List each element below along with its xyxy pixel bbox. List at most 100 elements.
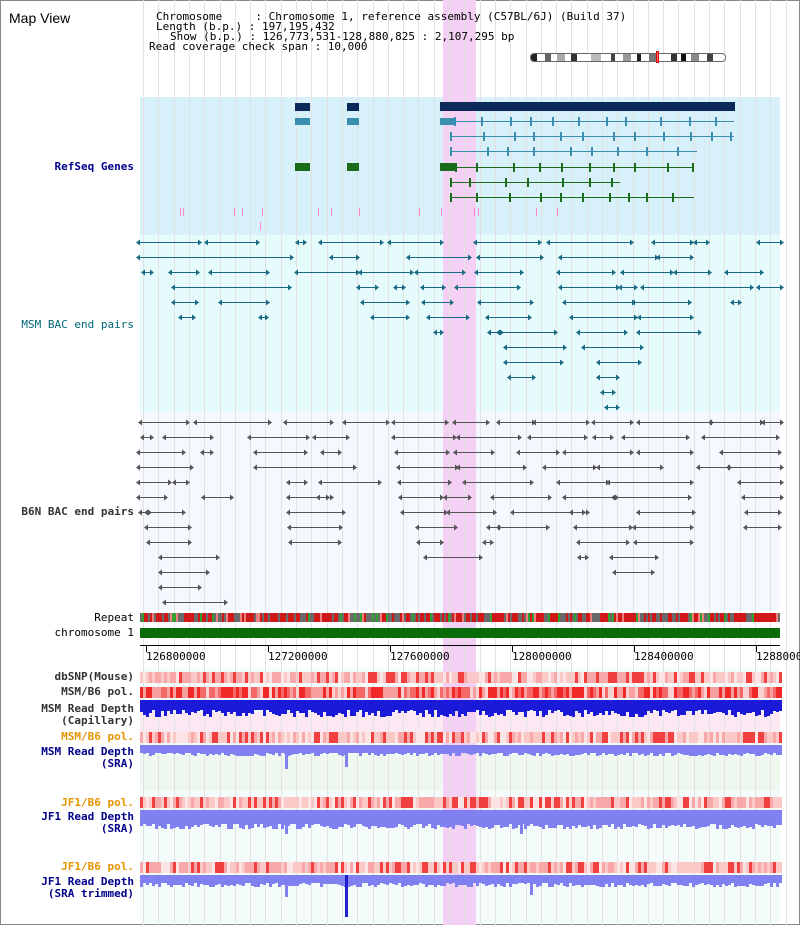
msm-bac-pair-end[interactable] xyxy=(440,239,444,246)
msm-bac-pair-end[interactable] xyxy=(450,299,454,306)
msm-bac-pair-end[interactable] xyxy=(440,329,444,336)
b6n-bac-pair-end[interactable] xyxy=(462,479,466,486)
msm-bac-pair-end[interactable] xyxy=(693,239,697,246)
b6n-bac-pair-end[interactable] xyxy=(569,509,573,516)
exon-mark[interactable] xyxy=(730,132,732,141)
exon-mark[interactable] xyxy=(689,117,691,126)
b6n-bac-pair-end[interactable] xyxy=(708,419,712,426)
msm-bac-pair-end[interactable] xyxy=(656,254,660,261)
msm-bac-pair-end[interactable] xyxy=(192,314,196,321)
msm-bac-pair-end[interactable] xyxy=(630,239,634,246)
msm-bac-pair-end[interactable] xyxy=(724,269,728,276)
msm-bac-pair-end[interactable] xyxy=(620,269,624,276)
b6n-bac-pair-end[interactable] xyxy=(200,449,204,456)
msm-bac-pair-end[interactable] xyxy=(329,254,333,261)
msm-bac-pair-end[interactable] xyxy=(421,299,425,306)
exon-mark[interactable] xyxy=(560,193,562,202)
b6n-bac-pair-end[interactable] xyxy=(188,524,192,531)
b6n-bac-pair-end[interactable] xyxy=(182,449,186,456)
exon-mark[interactable] xyxy=(540,193,542,202)
exon-mark[interactable] xyxy=(646,147,648,156)
b6n-bac-pair-end[interactable] xyxy=(719,449,723,456)
chromosome-bar[interactable] xyxy=(140,628,780,638)
exon-mark[interactable] xyxy=(560,132,562,141)
msm-bac-pair-end[interactable] xyxy=(562,299,566,306)
b6n-bac-pair-end[interactable] xyxy=(493,509,497,516)
msm-bac-pair-end[interactable] xyxy=(640,284,644,291)
b6n-bac-pair-end[interactable] xyxy=(446,449,450,456)
b6n-bac-pair-end[interactable] xyxy=(629,524,633,531)
chromosome-ideogram[interactable] xyxy=(530,53,726,62)
b6n-bac-pair-end[interactable] xyxy=(690,539,694,546)
msm-bac-pair-end[interactable] xyxy=(406,314,410,321)
msm-bac-pair-end[interactable] xyxy=(171,299,175,306)
msm-bac-pair-end[interactable] xyxy=(168,269,172,276)
gene-feature[interactable] xyxy=(295,163,310,171)
msm-bac-pair-end[interactable] xyxy=(406,299,410,306)
exon-mark[interactable] xyxy=(589,163,591,172)
b6n-bac-pair-end[interactable] xyxy=(210,434,214,441)
b6n-bac-pair-end[interactable] xyxy=(610,434,614,441)
b6n-bac-pair-end[interactable] xyxy=(636,509,640,516)
msm-bac-pair-end[interactable] xyxy=(356,254,360,261)
exon-mark[interactable] xyxy=(513,163,515,172)
b6n-bac-pair-end[interactable] xyxy=(198,584,202,591)
msm-bac-pair-end[interactable] xyxy=(218,299,222,306)
exon-mark[interactable] xyxy=(450,193,452,202)
b6n-bac-pair-end[interactable] xyxy=(391,434,395,441)
b6n-bac-pair-end[interactable] xyxy=(136,464,140,471)
msm-bac-pair-end[interactable] xyxy=(370,314,374,321)
b6n-bac-pair-end[interactable] xyxy=(186,479,190,486)
msm-bac-pair-end[interactable] xyxy=(171,284,175,291)
msm-bac-pair-end[interactable] xyxy=(420,284,424,291)
b6n-bac-pair-end[interactable] xyxy=(316,494,320,501)
b6n-bac-pair-end[interactable] xyxy=(562,449,566,456)
b6n-bac-pair-end[interactable] xyxy=(136,494,140,501)
b6n-bac-pair-end[interactable] xyxy=(761,419,765,426)
msm-bac-pair-end[interactable] xyxy=(540,254,544,261)
msm-bac-pair-end[interactable] xyxy=(760,269,764,276)
b6n-bac-pair-end[interactable] xyxy=(490,494,494,501)
gene-feature[interactable] xyxy=(440,118,454,125)
msm-bac-pair-end[interactable] xyxy=(178,314,182,321)
b6n-bac-pair-end[interactable] xyxy=(206,569,210,576)
exon-mark[interactable] xyxy=(578,117,580,126)
b6n-bac-pair-end[interactable] xyxy=(482,539,486,546)
exon-mark[interactable] xyxy=(690,132,692,141)
msm-bac-pair-end[interactable] xyxy=(730,299,734,306)
msm-bac-pair-end[interactable] xyxy=(634,284,638,291)
msm-bac-pair-end[interactable] xyxy=(576,329,580,336)
msm-bac-pair-end[interactable] xyxy=(612,389,616,396)
b6n-bac-pair-end[interactable] xyxy=(188,539,192,546)
b6n-bac-pair-end[interactable] xyxy=(288,539,292,546)
b6n-bac-pair-end[interactable] xyxy=(162,434,166,441)
b6n-bac-pair-end[interactable] xyxy=(253,449,257,456)
msm-bac-pair-end[interactable] xyxy=(393,284,397,291)
b6n-bac-pair-end[interactable] xyxy=(453,434,457,441)
b6n-bac-pair-end[interactable] xyxy=(182,509,186,516)
b6n-bac-pair-end[interactable] xyxy=(342,509,346,516)
b6n-bac-pair-end[interactable] xyxy=(556,449,560,456)
b6n-bac-pair-end[interactable] xyxy=(468,494,472,501)
msm-bac-pair-end[interactable] xyxy=(673,269,677,276)
b6n-bac-pair-end[interactable] xyxy=(632,524,636,531)
exon-mark[interactable] xyxy=(450,147,452,156)
exon-mark[interactable] xyxy=(715,117,717,126)
msm-bac-pair-end[interactable] xyxy=(476,254,480,261)
msm-bac-pair-end[interactable] xyxy=(604,404,608,411)
msm-bac-pair-end[interactable] xyxy=(708,269,712,276)
b6n-bac-pair-end[interactable] xyxy=(415,524,419,531)
msm-bac-pair-end[interactable] xyxy=(507,374,511,381)
exon-mark[interactable] xyxy=(487,147,489,156)
b6n-bac-pair-end[interactable] xyxy=(486,524,490,531)
exon-mark[interactable] xyxy=(646,193,648,202)
b6n-bac-pair-end[interactable] xyxy=(527,434,531,441)
selection-highlight[interactable] xyxy=(443,0,476,925)
msm-bac-pair-end[interactable] xyxy=(738,299,742,306)
exon-mark[interactable] xyxy=(582,193,584,202)
b6n-bac-pair-end[interactable] xyxy=(780,419,784,426)
b6n-bac-pair-end[interactable] xyxy=(168,479,172,486)
b6n-bac-pair-end[interactable] xyxy=(158,554,162,561)
gene-feature[interactable] xyxy=(347,103,359,111)
b6n-bac-pair-end[interactable] xyxy=(780,479,784,486)
